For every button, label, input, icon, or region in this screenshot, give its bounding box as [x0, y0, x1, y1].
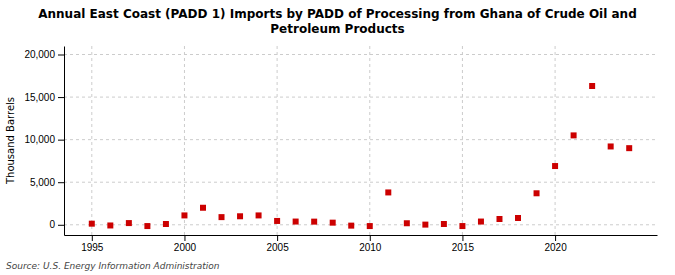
- x-tick: 2010: [359, 235, 382, 253]
- x-tick-label: 2015: [452, 242, 475, 253]
- grid-line: [64, 182, 657, 183]
- chart: 1995 2000 2005 2010 2015 2020 0 5,000 10,000 15,0…: [0, 0, 675, 275]
- y-axis-line: [64, 47, 65, 236]
- point: [552, 163, 558, 169]
- x-tick-label: 2000: [174, 242, 197, 253]
- point: [293, 219, 299, 225]
- x-tick-mark: [462, 235, 463, 241]
- point: [274, 218, 280, 224]
- point: [367, 223, 373, 229]
- x-tick-mark: [184, 235, 185, 241]
- point: [626, 145, 632, 151]
- x-axis: 1995 2000 2005 2010 2015 2020: [65, 235, 658, 253]
- point: [385, 189, 391, 195]
- x-tick-mark: [92, 235, 93, 241]
- point: [496, 216, 502, 222]
- y-axis: 0 5,000 10,000 15,000 20,000: [24, 47, 64, 236]
- y-tick: 0: [49, 219, 64, 230]
- point: [608, 143, 614, 149]
- x-tick: 2000: [174, 235, 197, 253]
- grid-line: [462, 46, 463, 235]
- point: [571, 132, 577, 138]
- point: [589, 83, 595, 89]
- y-tick: 20,000: [24, 49, 64, 60]
- y-tick-label: 0: [49, 219, 55, 230]
- grid-line: [64, 54, 657, 55]
- point: [422, 222, 428, 228]
- x-tick-label: 2020: [544, 242, 567, 253]
- y-tick: 15,000: [24, 92, 64, 103]
- y-tick: 10,000: [24, 134, 64, 145]
- x-tick: 2020: [544, 235, 567, 253]
- y-tick-label: 20,000: [24, 49, 55, 60]
- point: [89, 221, 95, 227]
- point: [441, 221, 447, 227]
- grid-line: [369, 46, 370, 235]
- y-tick-mark: [58, 140, 64, 141]
- points: [89, 83, 632, 229]
- point: [200, 205, 206, 211]
- point: [348, 223, 354, 229]
- point: [181, 212, 187, 218]
- x-tick-label: 2010: [359, 242, 382, 253]
- x-tick-label: 1995: [81, 242, 104, 253]
- point: [330, 220, 336, 226]
- point: [237, 213, 243, 219]
- y-tick-mark: [58, 182, 64, 183]
- y-tick-label: 10,000: [24, 134, 55, 145]
- x-tick: 1995: [81, 235, 104, 253]
- x-axis-line: [65, 235, 658, 236]
- y-tick-label: 5,000: [30, 177, 55, 188]
- grid-line: [91, 46, 92, 235]
- x-tick: 2015: [452, 235, 475, 253]
- point: [534, 190, 540, 196]
- y-axis-label: Thousand Barrels: [5, 97, 16, 185]
- plot: 1995 2000 2005 2010 2015 2020 0 5,000 10,000 15,0…: [24, 46, 657, 253]
- grid-line: [64, 139, 657, 140]
- point: [256, 212, 262, 218]
- y-tick-mark: [58, 97, 64, 98]
- point: [107, 222, 113, 228]
- point: [459, 223, 465, 229]
- grid: [64, 46, 657, 235]
- annotation: Source: U.S. Energy Information Administ…: [6, 261, 220, 271]
- grid-line: [64, 224, 657, 225]
- point: [126, 220, 132, 226]
- y-tick-mark: [58, 55, 64, 56]
- x-tick-mark: [555, 235, 556, 241]
- point: [311, 219, 317, 225]
- x-tick-mark: [277, 235, 278, 241]
- title: Annual East Coast (PADD 1) Imports by PA…: [38, 7, 636, 36]
- point: [515, 215, 521, 221]
- point: [478, 219, 484, 225]
- point: [144, 223, 150, 229]
- x-tick: 2005: [266, 235, 289, 253]
- grid-line: [184, 46, 185, 235]
- point: [404, 220, 410, 226]
- x-tick-label: 2005: [266, 242, 289, 253]
- title-line: Annual East Coast (PADD 1) Imports by PA…: [38, 7, 636, 21]
- x-tick-mark: [370, 235, 371, 241]
- y-tick-mark: [58, 225, 64, 226]
- y-tick-label: 15,000: [24, 92, 55, 103]
- point: [219, 214, 225, 220]
- grid-line: [555, 46, 556, 235]
- y-tick: 5,000: [30, 177, 64, 188]
- title-line: Petroleum Products: [270, 22, 404, 36]
- grid-line: [64, 97, 657, 98]
- grid-line: [277, 46, 278, 235]
- point: [163, 221, 169, 227]
